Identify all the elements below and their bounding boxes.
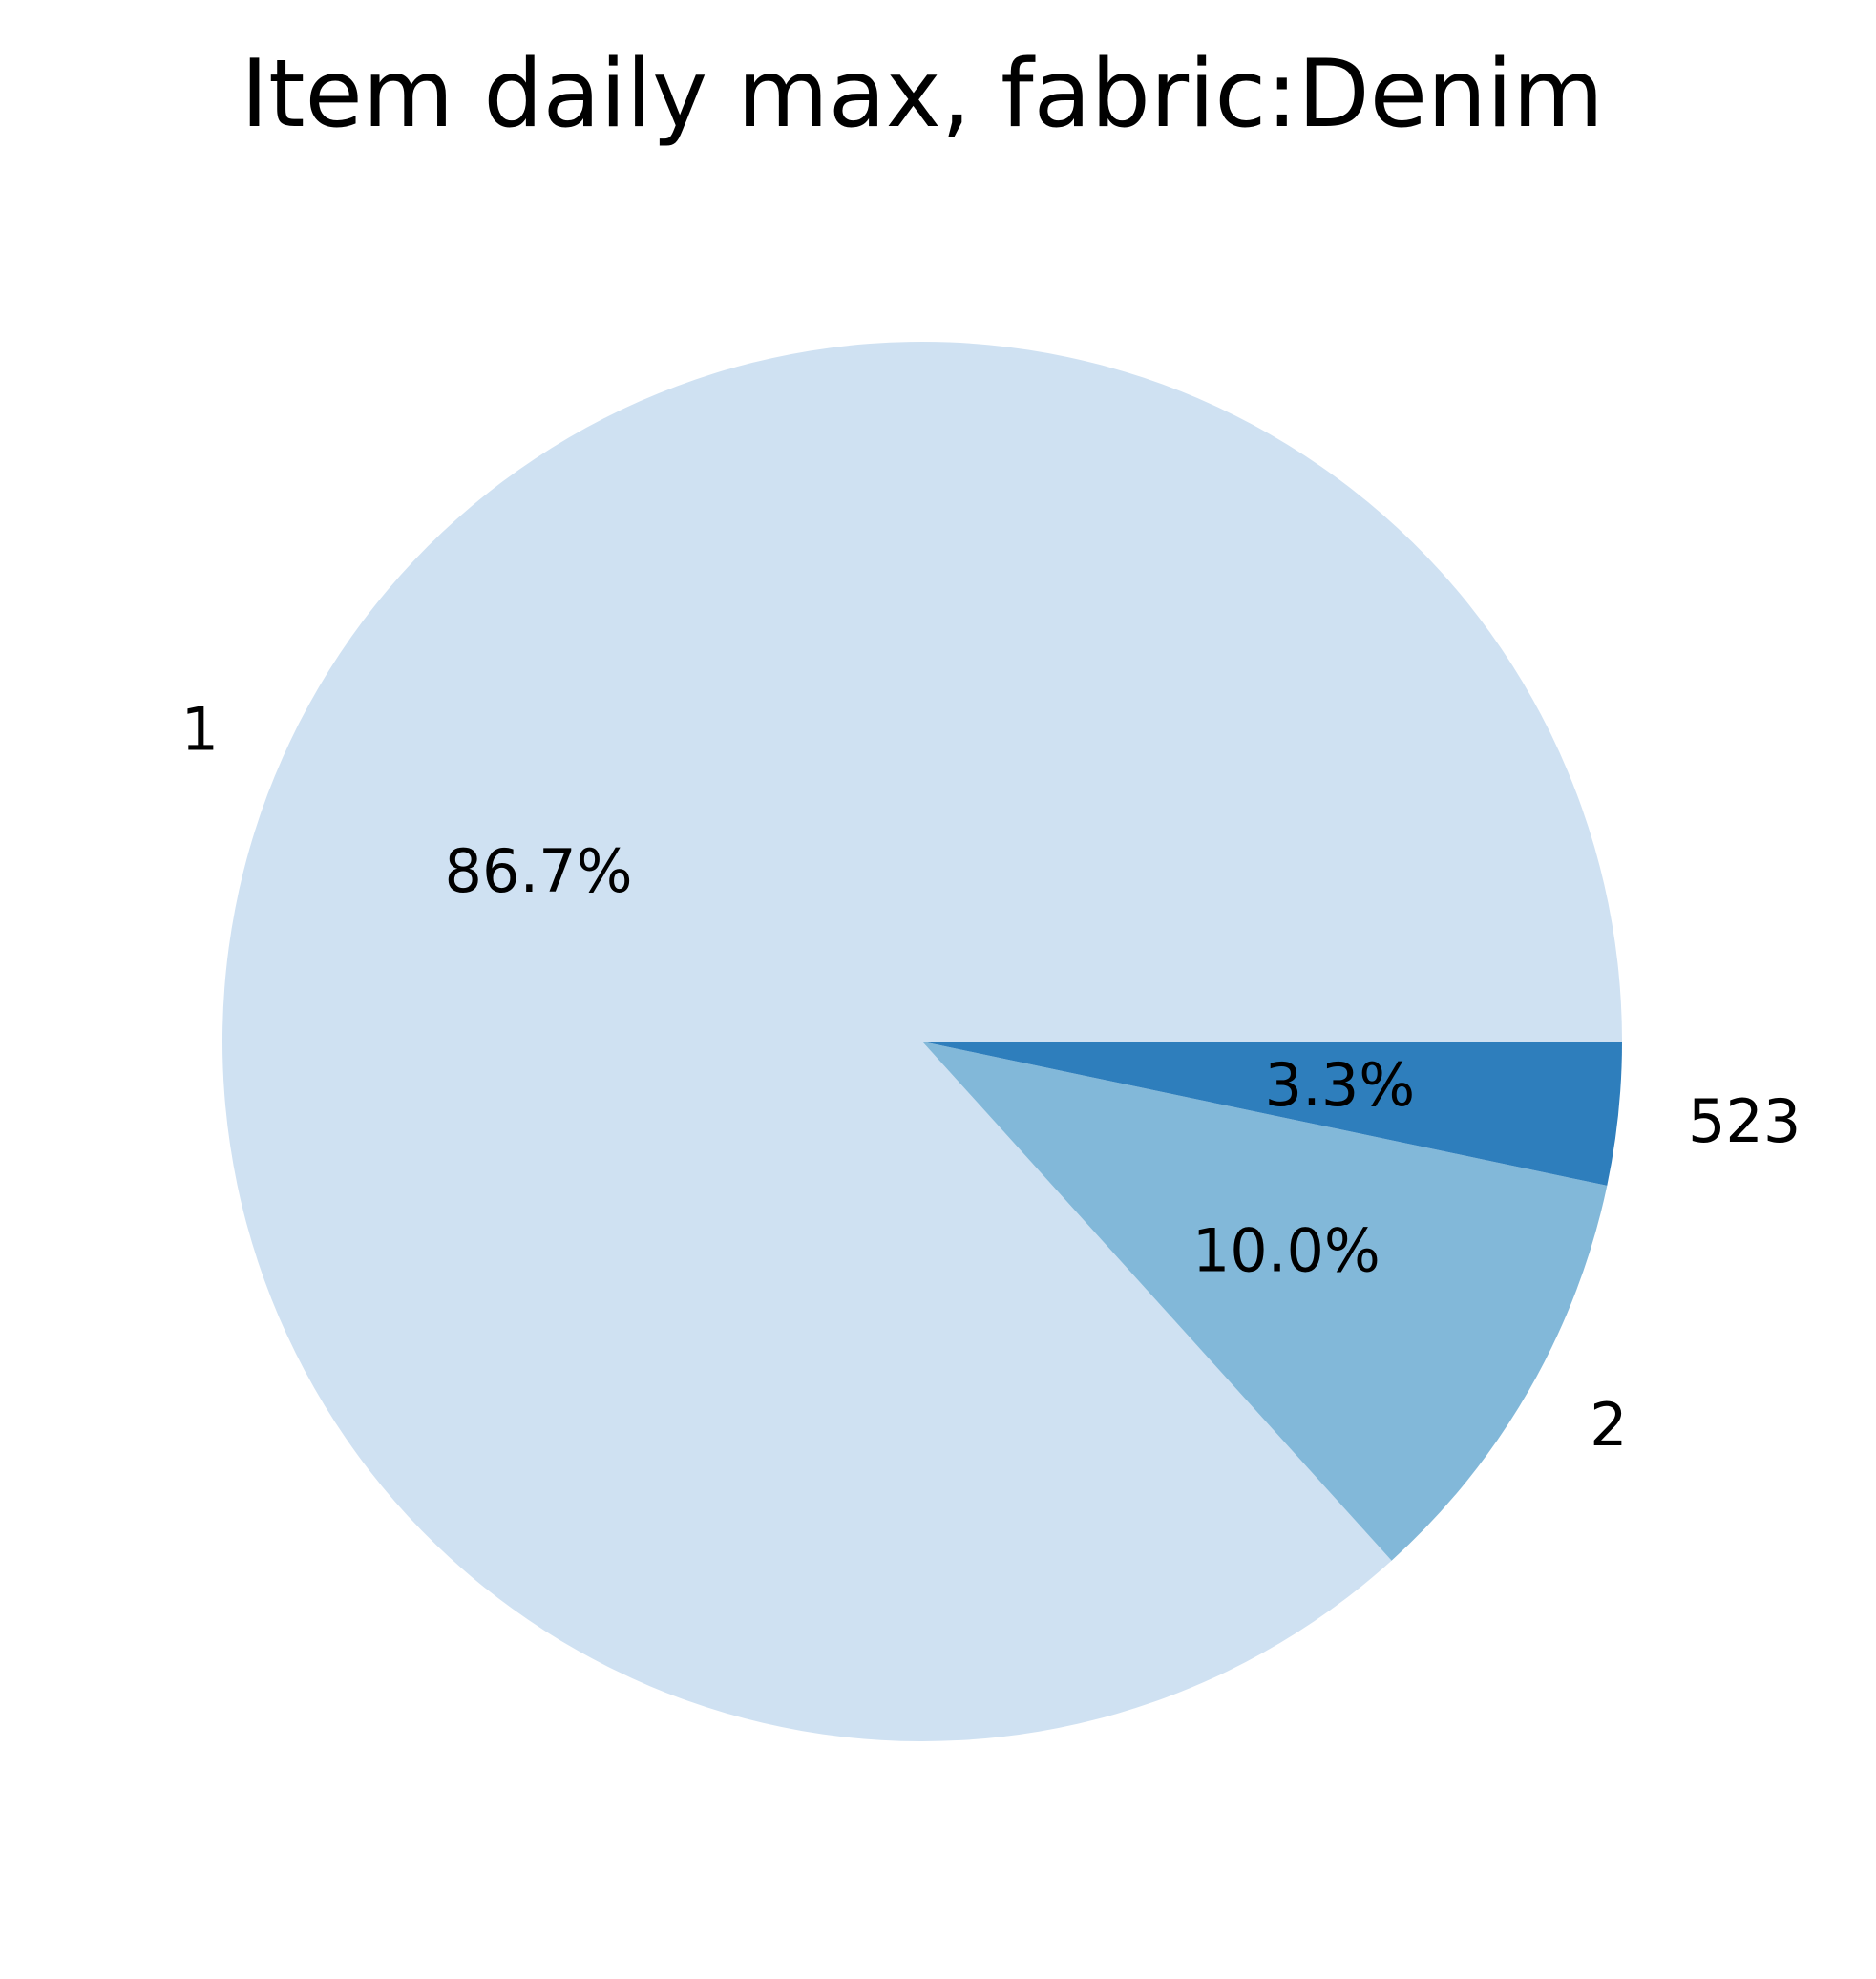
slice-percent-label: 10.0%	[1192, 1216, 1381, 1286]
pie-slice-1	[222, 342, 1622, 1742]
pie-labels: 1 86.7% 2 10.0% 523 3.3%	[181, 694, 1802, 1460]
slice-percent-label: 3.3%	[1265, 1050, 1416, 1120]
slice-category-label: 2	[1590, 1390, 1627, 1460]
pie-slice-2	[922, 1042, 1608, 1561]
slice-category-label: 1	[181, 694, 219, 764]
slice-category-label: 523	[1688, 1086, 1801, 1156]
pie-slices	[222, 342, 1622, 1742]
chart-title: Item daily max, fabric:Denim	[241, 40, 1604, 149]
pie-slice-523	[922, 1042, 1622, 1186]
slice-percent-label: 86.7%	[445, 836, 633, 906]
